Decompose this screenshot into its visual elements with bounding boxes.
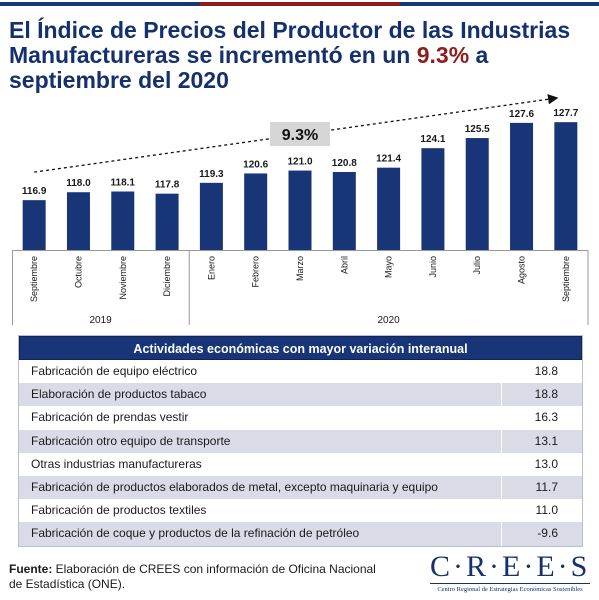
bar <box>377 167 401 250</box>
activities-table: Actividades económicas con mayor variaci… <box>18 335 583 547</box>
annotation-box <box>270 122 330 146</box>
trend-arrow <box>34 94 559 173</box>
title-highlight: 9.3% <box>416 42 470 68</box>
data-label: 118.0 <box>66 178 91 189</box>
category-label: Marzo <box>295 256 305 281</box>
bar <box>66 192 90 250</box>
bar <box>288 170 312 250</box>
data-label: 117.8 <box>155 180 180 191</box>
table-row: Otras industrias manufactureras 13.0 <box>19 452 582 476</box>
category-label: Agosto <box>517 256 527 284</box>
activity-name: Fabricación de coque y productos de la r… <box>19 522 502 546</box>
category-label: Abril <box>339 256 349 274</box>
data-label: 125.5 <box>465 124 490 135</box>
title-text-end: a septiembre del 2020 <box>9 42 489 93</box>
table-row: Fabricación de equipo eléctrico 18.8 <box>19 360 582 384</box>
category-label: Septiembre <box>561 256 571 302</box>
data-label: 119.3 <box>199 169 224 180</box>
category-label: Julio <box>472 256 482 275</box>
table-row: Elaboración de productos tabaco 18.8 <box>19 383 582 407</box>
category-label: Junio <box>428 256 438 278</box>
bar <box>554 122 578 250</box>
table-row: Fabricación de productos elaborados de m… <box>19 475 582 500</box>
title-text: El Índice de Precios del Productor de la… <box>9 17 571 68</box>
table-header: Actividades económicas con mayor variaci… <box>19 336 582 360</box>
source-note: Fuente: Elaboración de CREES con informa… <box>9 562 389 592</box>
data-label: 127.6 <box>509 109 534 120</box>
activity-name: Elaboración de productos tabaco <box>19 383 502 407</box>
bar <box>465 138 489 250</box>
table-row: Fabricación de productos textiles 11.0 <box>19 499 582 523</box>
data-label: 127.7 <box>553 108 578 119</box>
annotation-label: 9.3% <box>282 127 318 144</box>
table-row: Fabricación de coque y productos de la r… <box>19 522 582 546</box>
category-label: Septiembre <box>29 256 39 302</box>
group-label: 2019 <box>89 315 112 326</box>
data-label: 121.4 <box>376 154 401 165</box>
data-label: 120.8 <box>332 158 357 169</box>
activity-value: -9.6 <box>537 526 558 541</box>
data-label: 118.1 <box>111 178 136 189</box>
category-label: Febrero <box>251 256 261 288</box>
table-body: Fabricación de equipo eléctrico 18.8 Elabo… <box>19 360 582 546</box>
bar <box>332 172 356 250</box>
bar <box>111 191 135 250</box>
activity-value: 18.8 <box>534 364 558 378</box>
top-color-strip <box>0 0 599 7</box>
category-label: Octubre <box>73 256 83 288</box>
data-label: 121.0 <box>287 157 312 168</box>
data-label: 116.9 <box>22 186 47 197</box>
activity-value: 11.0 <box>535 503 558 518</box>
bar-chart: 116.9 118.0 118.1 117.8 119.3 120.6 121.0 120.8… <box>12 94 589 326</box>
page-title: El Índice de Precios del Productor de la… <box>9 18 594 93</box>
data-label: 120.6 <box>243 159 268 170</box>
activity-value: 13.1 <box>534 433 558 448</box>
category-label: Mayo <box>384 256 394 278</box>
data-label: 124.1 <box>420 134 445 145</box>
category-label: Noviembre <box>118 256 128 300</box>
activity-name: Fabricación de equipo eléctrico <box>19 360 502 384</box>
table-row: Fabricación de prendas vestir 16.3 <box>19 406 582 430</box>
crees-logo: C·R·E·E·S Centro Regional de Estrategias… <box>430 552 590 593</box>
logo-word: C·R·E·E·S <box>430 550 591 583</box>
table-row: Fabricación otro equipo de transporte 13.… <box>19 429 582 453</box>
bar <box>155 193 179 250</box>
activity-value: 11.7 <box>535 479 558 494</box>
bar <box>244 173 268 250</box>
bar <box>421 148 445 250</box>
category-label: Enero <box>206 256 216 280</box>
group-label: 2020 <box>377 315 400 326</box>
source-text: Elaboración de CREES con información de … <box>9 562 376 591</box>
bar <box>510 122 534 250</box>
activity-value: 13.0 <box>534 456 558 471</box>
activity-value: 16.3 <box>534 410 558 425</box>
bar <box>22 200 46 250</box>
activity-name: Fabricación de productos elaborados de m… <box>19 475 502 500</box>
source-label: Fuente: <box>9 562 53 576</box>
activity-value: 18.8 <box>534 387 558 402</box>
activity-name: Otras industrias manufactureras <box>19 452 502 476</box>
category-label: Diciembre <box>162 256 172 297</box>
activity-name: Fabricación otro equipo de transporte <box>19 429 502 453</box>
activity-name: Fabricación de prendas vestir <box>19 406 502 430</box>
activity-name: Fabricación de productos textiles <box>19 499 502 523</box>
logo-subtitle: Centro Regional de Estrategias Económica… <box>430 583 590 593</box>
bar <box>199 182 223 250</box>
